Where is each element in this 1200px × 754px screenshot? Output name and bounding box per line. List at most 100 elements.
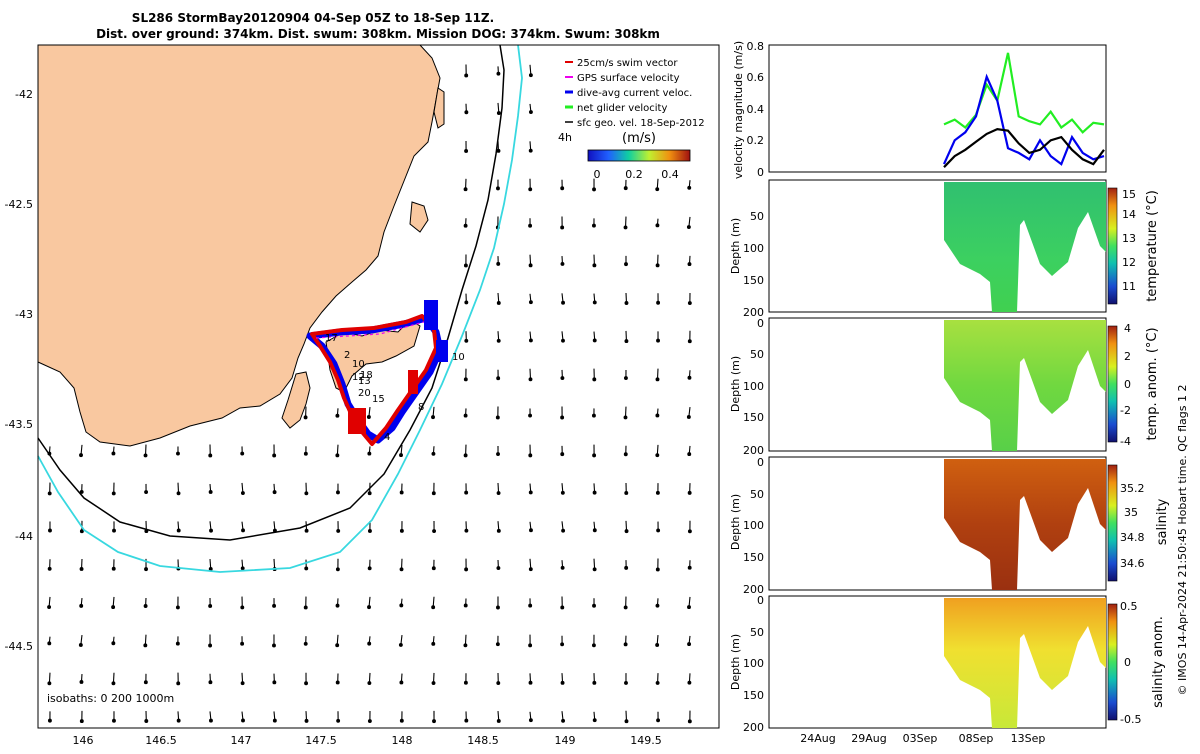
vector-arrow-head [242,529,245,532]
vector-arrow-head [496,643,499,646]
vector-arrow-head [336,454,339,457]
x-tick: 147.5 [305,734,337,747]
vector-arrow-head [336,604,339,607]
velocity-ylabel: velocity magnitude (m/s) [732,41,745,179]
day-label: 8 [418,402,424,413]
vector-arrow-head [465,339,468,342]
vector-arrow-head [399,644,402,647]
vector-arrow-head [464,604,467,607]
vector-arrow-head [465,681,468,684]
vector-arrow-head [241,567,244,570]
vector-arrow-head [688,566,691,569]
vector-arrow-head [688,643,691,646]
vector-arrow-head [48,492,51,495]
vector-arrow-head [687,226,690,229]
vector-arrow-head [209,644,212,647]
day-label: 20 [358,388,371,399]
vector-arrow-head [497,453,500,456]
vector-arrow-head [656,682,659,685]
vector-arrow-head [432,606,435,609]
vector-arrow-head [176,606,179,609]
vector-arrow-head [529,188,532,191]
map-y-ticks: -42 -42.5 -43 -43.5 -44 -44.5 [5,88,33,653]
vector-arrow-head [432,492,435,495]
vector-arrow-head [497,682,500,685]
vector-arrow-head [656,264,659,267]
depth-tick: 50 [750,348,764,361]
vector-arrow-head [465,529,468,532]
vector-arrow-head [561,643,564,646]
vector-arrow-head [368,682,371,685]
velocity-panel: velocity magnitude (m/s) 0 0.2 0.4 0.6 0… [732,40,1106,179]
depth-ylabel: Depth (m) [729,634,742,690]
colorbar-tick: 4 [1124,322,1131,335]
colorbar-tick: 12 [1122,256,1136,269]
depth-tick: 150 [743,411,764,424]
colorbar-tick: 34.8 [1120,531,1145,544]
vector-arrow-head [624,643,627,646]
vector-arrow-head [465,719,468,722]
vector-arrow-head [304,416,307,419]
vector-arrow-head [209,605,212,608]
vector-arrow-head [112,452,115,455]
vector-arrow-head [656,491,659,494]
vector-arrow-head [48,606,51,609]
vector-arrow-head [464,378,467,381]
vector-arrow-head [177,682,180,685]
vector-arrow-head [657,339,660,342]
map-panel: 17 2 10 12 18 13 20 15 8 10 4 25cm/s swi… [5,45,719,747]
vector-arrow-head [625,492,628,495]
velocity-y-tick: 0.4 [747,103,765,116]
vector-arrow-head [400,681,403,684]
vector-arrow-head [177,492,180,495]
vector-arrow-head [529,604,532,607]
vector-arrow-head [112,642,115,645]
vector-arrow-head [336,644,339,647]
vector-arrow-head [497,187,500,190]
vector-arrow-head [337,529,340,532]
vector-arrow-head [593,568,596,571]
vector-arrow-head [688,720,691,723]
depth-tick: 50 [750,626,764,639]
x-tick: 148.5 [467,734,499,747]
colorbar-tick: 0 [1124,656,1131,669]
vector-arrow-head [177,529,180,532]
salinity-panel: salinity 0 50 100 150 200 34.6 34.8 35 3… [729,456,1170,596]
colorbar-tick: 15 [1122,188,1136,201]
vector-arrow-head [273,604,276,607]
temperature-clabel: temperature (°C) [1145,190,1160,302]
day-label: 13 [358,376,371,387]
vector-arrow-head [368,452,371,455]
vector-arrow-head [432,567,435,570]
vector-arrow-head [464,264,467,267]
vector-arrow-head [80,454,83,457]
vector-arrow-head [497,112,500,115]
vector-arrow-head [273,644,276,647]
vector-arrow-head [529,644,532,647]
vector-arrow-head [561,453,564,456]
depth-tick: 150 [743,274,764,287]
depth-tick: 50 [750,488,764,501]
vector-arrow-head [112,682,115,685]
vector-arrow-head [400,491,403,494]
vector-arrow-head [80,720,83,723]
vector-arrow-head [561,187,564,190]
vector-arrow-head [144,644,147,647]
vector-arrow-head [176,642,179,645]
x-tick: 146 [73,734,94,747]
vector-arrow-head [529,719,532,722]
vector-arrow-head [464,414,467,417]
vector-arrow-head [593,604,596,607]
vector-arrow-head [561,377,564,380]
figure-title-line2: Dist. over ground: 374km. Dist. swum: 30… [96,27,660,41]
depth-tick: 0 [757,317,764,330]
vector-arrow-head [497,377,500,380]
vector-arrow-head [241,642,244,645]
vector-arrow-head [689,530,692,533]
colorbar-note: 4h [558,131,572,144]
vector-arrow-head [400,529,403,532]
vector-arrow-head [400,568,403,571]
vector-arrow-head [624,453,627,456]
vector-arrow-head [530,301,533,304]
